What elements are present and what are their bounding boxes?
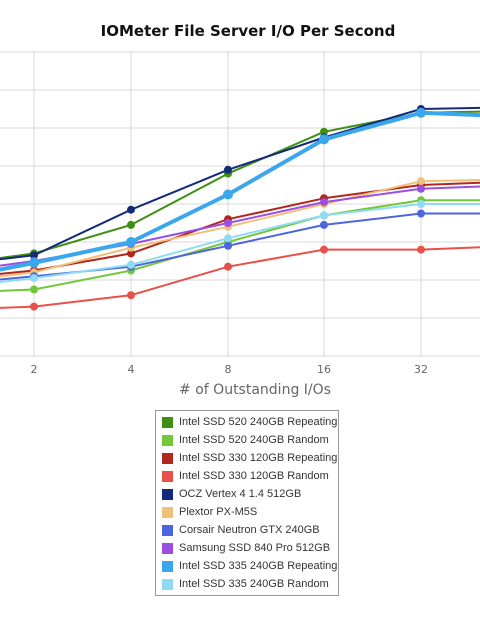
series-3: [0, 181, 480, 275]
legend-swatch: [162, 434, 173, 446]
data-point: [30, 285, 38, 294]
legend-swatch: [162, 506, 173, 518]
legend-item: Samsung SSD 840 Pro 512GB: [156, 539, 338, 557]
data-point: [30, 274, 38, 283]
legend-label: Corsair Neutron GTX 240GB: [179, 524, 320, 536]
chart-legend: Intel SSD 520 240GB Repeating Intel SSD 5…: [155, 410, 339, 596]
data-point: [224, 241, 232, 250]
legend-item: Intel SSD 520 240GB Repeating: [156, 413, 338, 431]
legend-item: OCZ Vertex 4 1.4 512GB: [156, 485, 338, 503]
legend-swatch: [162, 578, 173, 590]
data-point: [416, 107, 426, 118]
legend-label: Intel SSD 330 120GB Random: [179, 470, 329, 482]
legend-label: Intel SSD 335 240GB Repeating: [179, 560, 338, 572]
series-10: [0, 200, 480, 284]
legend-swatch: [162, 416, 173, 428]
data-point: [320, 220, 328, 229]
legend-item: Intel SSD 335 240GB Repeating: [156, 557, 338, 575]
data-point: [417, 184, 425, 193]
data-point: [224, 234, 232, 243]
data-point: [224, 219, 232, 227]
series-4: [0, 245, 480, 311]
data-point: [320, 211, 328, 220]
legend-item: Intel SSD 330 120GB Repeating: [156, 449, 338, 467]
data-point: [30, 302, 38, 311]
series-9: [0, 107, 480, 272]
legend-swatch: [162, 452, 173, 464]
data-point: [29, 257, 39, 268]
legend-label: OCZ Vertex 4 1.4 512GB: [179, 488, 302, 500]
legend-swatch: [162, 560, 173, 572]
data-point: [417, 209, 425, 218]
legend-swatch: [162, 524, 173, 536]
x-tick-label: 16: [317, 363, 331, 376]
data-point: [319, 134, 329, 145]
data-point: [417, 245, 425, 254]
x-axis-label: # of Outstanding I/Os: [179, 382, 331, 398]
data-point: [30, 251, 38, 260]
legend-label: Intel SSD 520 240GB Random: [179, 434, 329, 446]
x-tick-label: 8: [225, 363, 232, 376]
series-2: [0, 196, 480, 294]
x-tick-label: 32: [414, 363, 428, 376]
data-point: [417, 177, 425, 186]
series-line: [0, 110, 480, 272]
legend-item: Intel SSD 335 240GB Random: [156, 575, 338, 593]
x-tick-labels: 2 4 8 16 32: [31, 363, 429, 376]
series-line: [0, 185, 480, 267]
chart-title: IOMeter File Server I/O Per Second: [101, 22, 396, 40]
legend-label: Samsung SSD 840 Pro 512GB: [179, 542, 331, 554]
data-point: [224, 165, 232, 174]
data-point: [126, 237, 136, 247]
data-point: [127, 260, 135, 269]
data-point: [320, 245, 328, 254]
series-6: [0, 177, 480, 278]
data-point: [320, 127, 328, 136]
data-point: [224, 262, 232, 271]
data-point: [223, 189, 233, 200]
data-point: [127, 220, 135, 229]
legend-item: Corsair Neutron GTX 240GB: [156, 521, 338, 539]
chart-lines: [0, 105, 480, 311]
chart-grid: [0, 51, 480, 357]
data-point: [320, 198, 328, 207]
x-tick-label: 4: [128, 363, 135, 376]
data-point: [127, 291, 135, 300]
data-point: [127, 205, 135, 214]
series-line: [0, 179, 480, 278]
x-tick-label: 2: [31, 363, 38, 376]
legend-swatch: [162, 470, 173, 482]
legend-item: Intel SSD 520 240GB Random: [156, 431, 338, 449]
legend-label: Intel SSD 335 240GB Random: [179, 578, 329, 590]
data-point: [417, 200, 425, 208]
legend-item: Plextor PX-M5S: [156, 503, 338, 521]
legend-label: Intel SSD 330 120GB Repeating: [179, 452, 338, 464]
legend-label: Intel SSD 520 240GB Repeating: [179, 416, 338, 428]
legend-item: Intel SSD 330 120GB Random: [156, 467, 338, 485]
legend-label: Plextor PX-M5S: [179, 506, 258, 518]
data-point: [127, 249, 135, 258]
legend-swatch: [162, 488, 173, 500]
legend-swatch: [162, 542, 173, 554]
